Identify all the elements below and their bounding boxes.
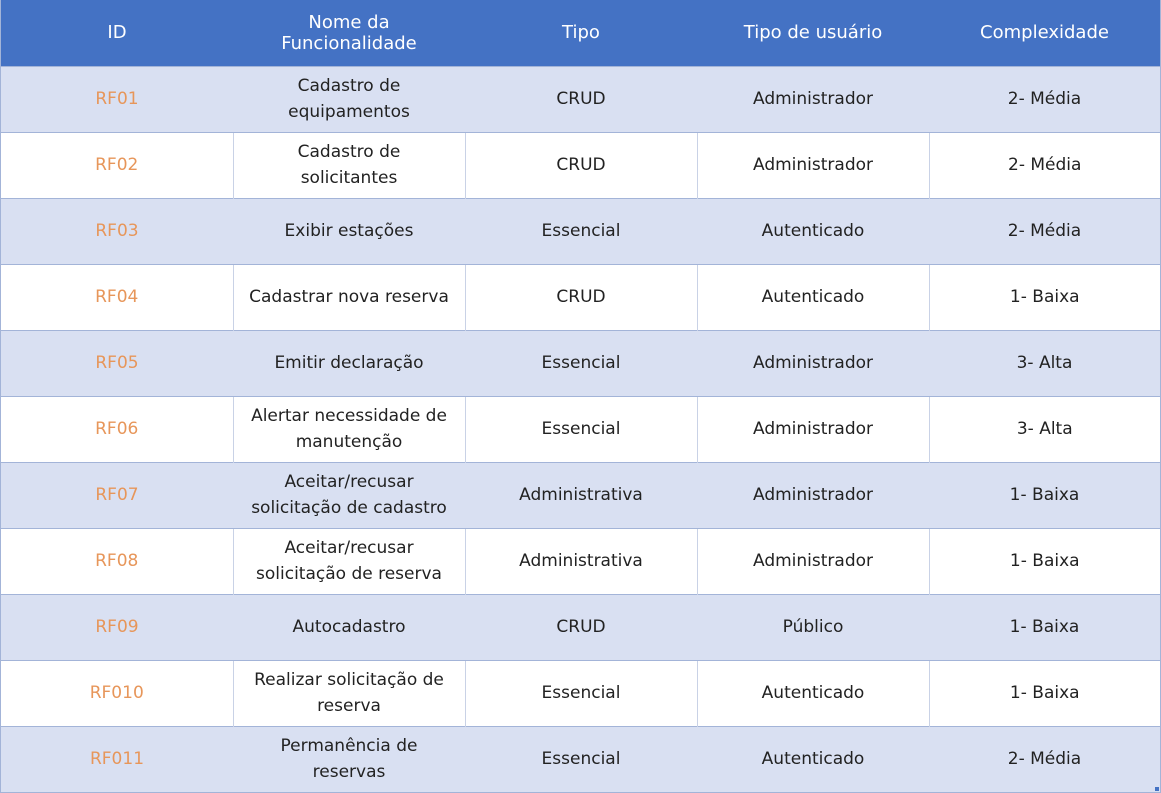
cell-feature-name: Cadastrar nova reserva [232,263,465,330]
cell-id: RF07 [1,461,233,528]
cell-user-type: Autenticado [696,659,929,726]
cell-user-type: Administrador [696,527,929,594]
cell-complexity: 2- Média [929,197,1160,264]
cell-complexity: 2- Média [929,65,1160,132]
cell-user-type: Público [697,593,929,660]
table-row: RF011 Permanência de reservas Essencial … [1,725,1160,792]
table-header-row: ID Nome da Funcionalidade Tipo Tipo de u… [1,0,1160,66]
cell-user-type: Autenticado [697,725,929,792]
cell-id: RF011 [1,725,233,792]
cell-feature-name: Emitir declaração [233,329,465,396]
cell-feature-name: Cadastro de solicitantes [232,131,465,198]
cell-feature-name: Permanência de reservas [233,725,465,792]
table-row: RF01 Cadastro de equipamentos CRUD Admin… [1,65,1160,132]
cell-id: RF06 [1,395,233,462]
cell-feature-name: Alertar necessidade de manutenção [232,395,465,462]
cell-type: Essencial [464,395,697,462]
cell-feature-name: Cadastro de equipamentos [233,65,465,132]
cell-type: Administrativa [465,461,697,528]
cell-complexity: 3- Alta [929,329,1160,396]
cell-type: Essencial [465,329,697,396]
header-id: ID [1,0,233,66]
cell-feature-name: Aceitar/recusar solicitação de reserva [232,527,465,594]
header-feature-name: Nome da Funcionalidade [233,0,465,66]
header-complexity: Complexidade [929,0,1160,66]
cell-complexity: 1- Baixa [928,527,1160,594]
cell-complexity: 2- Média [928,131,1160,198]
cell-id: RF010 [1,659,233,726]
cell-complexity: 1- Baixa [928,263,1160,330]
cell-type: Essencial [464,659,697,726]
cell-id: RF02 [1,131,233,198]
cell-type: CRUD [465,593,697,660]
cell-feature-name: Autocadastro [233,593,465,660]
cell-id: RF09 [1,593,233,660]
cell-id: RF01 [1,65,233,132]
cell-type: CRUD [465,65,697,132]
cell-feature-name: Exibir estações [233,197,465,264]
table-row: RF08 Aceitar/recusar solicitação de rese… [1,527,1160,594]
table-row: RF07 Aceitar/recusar solicitação de cada… [1,461,1160,528]
cell-user-type: Autenticado [697,197,929,264]
table-row: RF06 Alertar necessidade de manutenção E… [1,395,1160,462]
cell-user-type: Autenticado [696,263,929,330]
cell-type: CRUD [464,131,697,198]
cell-id: RF05 [1,329,233,396]
cell-complexity: 1- Baixa [928,659,1160,726]
cell-complexity: 2- Média [929,725,1160,792]
cell-user-type: Administrador [696,131,929,198]
table-row: RF02 Cadastro de solicitantes CRUD Admin… [1,131,1160,198]
cell-user-type: Administrador [697,65,929,132]
table-row: RF010 Realizar solicitação de reserva Es… [1,659,1160,726]
table-row: RF03 Exibir estações Essencial Autentica… [1,197,1160,264]
cell-id: RF08 [1,527,233,594]
header-type: Tipo [465,0,697,66]
table-resize-handle[interactable] [1155,787,1159,791]
cell-complexity: 1- Baixa [929,593,1160,660]
table-row: RF04 Cadastrar nova reserva CRUD Autenti… [1,263,1160,330]
cell-type: Administrativa [464,527,697,594]
cell-type: CRUD [464,263,697,330]
cell-user-type: Administrador [697,329,929,396]
header-user-type: Tipo de usuário [697,0,929,66]
cell-id: RF03 [1,197,233,264]
cell-user-type: Administrador [696,395,929,462]
table-row: RF05 Emitir declaração Essencial Adminis… [1,329,1160,396]
cell-complexity: 1- Baixa [929,461,1160,528]
cell-type: Essencial [465,725,697,792]
table-row: RF09 Autocadastro CRUD Público 1- Baixa [1,593,1160,660]
cell-feature-name: Aceitar/recusar solicitação de cadastro [233,461,465,528]
cell-feature-name: Realizar solicitação de reserva [232,659,465,726]
cell-user-type: Administrador [697,461,929,528]
cell-type: Essencial [465,197,697,264]
cell-complexity: 3- Alta [928,395,1160,462]
cell-id: RF04 [1,263,233,330]
